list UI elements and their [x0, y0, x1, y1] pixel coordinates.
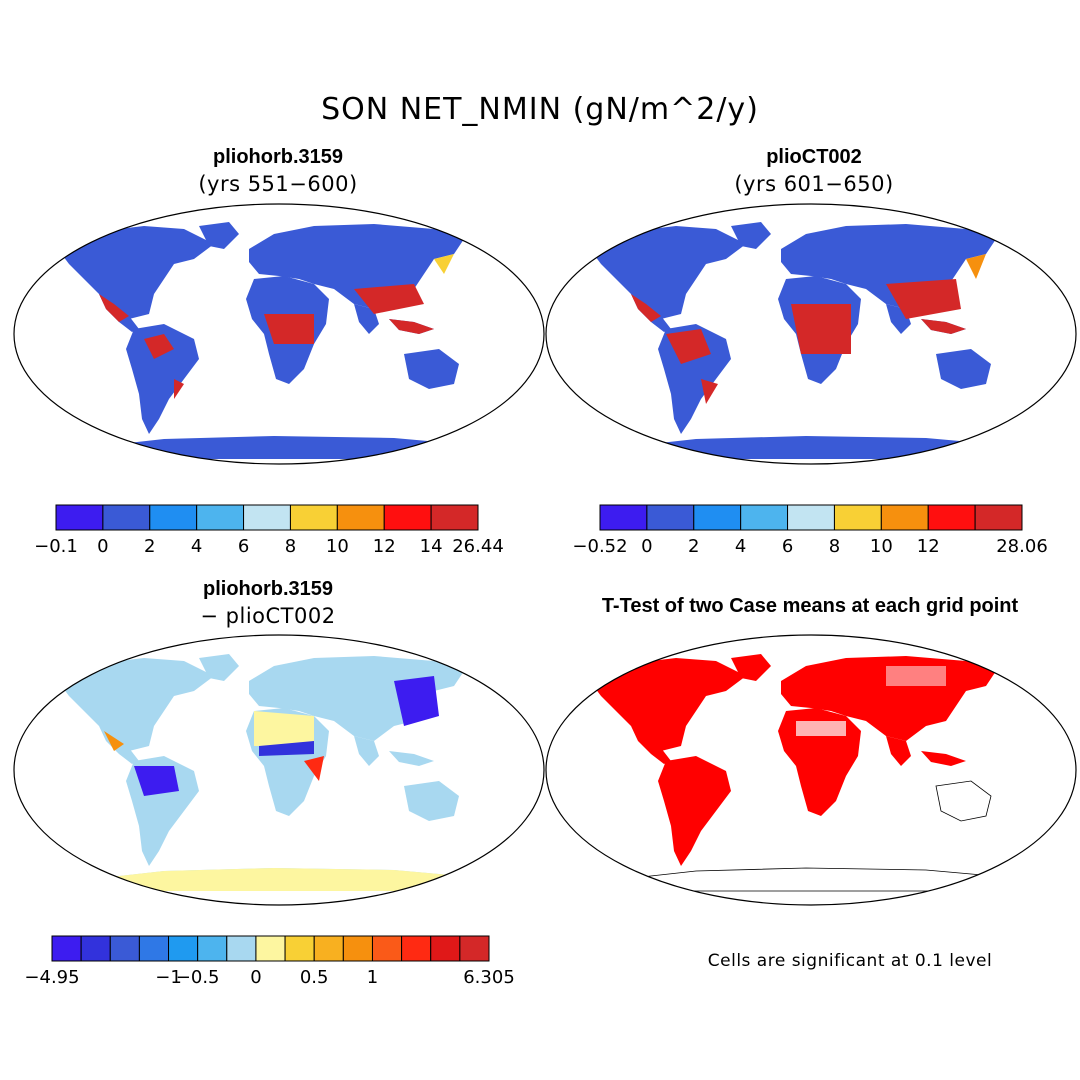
- colorbar-segment: [109, 935, 140, 962]
- colorbar-segment: [646, 504, 695, 531]
- colorbar-tick-label: 10: [869, 536, 893, 557]
- colorbar-tick-label: 28.06: [996, 536, 1048, 557]
- colorbar-tick-label: 8: [828, 536, 841, 557]
- colorbar-tick-label: 4: [190, 536, 203, 557]
- colorbar-segment: [740, 504, 789, 531]
- colorbar-segment: [430, 935, 461, 962]
- colorbar-difference: [51, 935, 490, 962]
- colorbar-segment: [927, 504, 976, 531]
- colorbar-segment: [51, 935, 82, 962]
- colorbar-segment: [371, 935, 403, 962]
- colorbar-tick-label: 10: [325, 536, 349, 557]
- map-case1: [14, 204, 544, 464]
- colorbar-segment: [401, 935, 432, 962]
- colorbar-segment: [430, 504, 479, 531]
- colorbar-tick-label: 14: [419, 536, 443, 557]
- panel1-subtitle: (yrs 551−600): [198, 172, 358, 196]
- colorbar-tick-label: 6.305: [463, 967, 515, 988]
- colorbar-segment: [833, 504, 882, 531]
- colorbar-segment: [787, 504, 835, 531]
- colorbar-tick-label: 0.5: [299, 967, 329, 988]
- ttest-note: Cells are significant at 0.1 level: [707, 951, 993, 971]
- panel4-title: T-Test of two Case means at each grid po…: [601, 595, 1019, 617]
- colorbar-tick-label: 4: [734, 536, 747, 557]
- colorbar-segment: [80, 935, 111, 962]
- colorbar-tick-label: 8: [284, 536, 297, 557]
- map-ttest: [546, 635, 1076, 905]
- colorbar-tick-label: 2: [144, 536, 156, 557]
- colorbar-tick-label: 0: [97, 536, 109, 557]
- colorbar-segment: [599, 504, 648, 531]
- map-case2: [546, 204, 1076, 464]
- colorbar-tick-label: 0: [641, 536, 653, 557]
- colorbar-segment: [313, 935, 344, 962]
- colorbar-tick-label: 12: [916, 536, 940, 557]
- colorbar-tick-label: 2: [688, 536, 700, 557]
- colorbar-segment: [383, 504, 432, 531]
- colorbar-case1: [55, 504, 479, 531]
- colorbar-segment: [102, 504, 151, 531]
- colorbar-case2: [599, 504, 1023, 531]
- map-difference: [14, 635, 544, 905]
- colorbar-tick-label: −1: [155, 967, 182, 988]
- colorbar-tick-label: 12: [372, 536, 396, 557]
- colorbar-segment: [342, 935, 373, 962]
- colorbar-tick-label: −0.52: [572, 536, 628, 557]
- colorbar-tick-label: −0.5: [175, 967, 220, 988]
- colorbar-segment: [289, 504, 338, 531]
- panel1-title: pliohorb.3159: [212, 146, 344, 168]
- colorbar-segment: [168, 935, 199, 962]
- colorbar-segment: [693, 504, 742, 531]
- colorbar-tick-label: 26.44: [452, 536, 504, 557]
- colorbar-segment: [138, 935, 170, 962]
- colorbar-segment: [149, 504, 198, 531]
- colorbar-segment: [284, 935, 315, 962]
- panel3-subtitle: − plioCT002: [200, 604, 336, 628]
- panel2-title: plioCT002: [766, 146, 862, 168]
- colorbar-segment: [255, 935, 286, 962]
- panel2-subtitle: (yrs 601−650): [734, 172, 894, 196]
- figure-title: SON NET_NMIN (gN/m^2/y): [321, 92, 759, 127]
- colorbar-segment: [880, 504, 929, 531]
- colorbar-tick-label: −0.1: [34, 536, 78, 557]
- colorbar-tick-label: −4.95: [24, 967, 80, 988]
- colorbar-segment: [55, 504, 104, 531]
- colorbar-segment: [196, 504, 245, 531]
- colorbar-tick-label: 6: [237, 536, 250, 557]
- panel3-title: pliohorb.3159: [202, 578, 334, 600]
- colorbar-segment: [974, 504, 1023, 531]
- colorbar-segment: [197, 935, 228, 962]
- colorbar-segment: [243, 504, 291, 531]
- colorbar-tick-label: 0: [250, 967, 262, 988]
- colorbar-tick-label: 1: [366, 967, 379, 988]
- colorbar-segment: [336, 504, 385, 531]
- colorbar-segment: [459, 935, 490, 962]
- colorbar-tick-label: 6: [781, 536, 794, 557]
- colorbar-segment: [226, 935, 257, 962]
